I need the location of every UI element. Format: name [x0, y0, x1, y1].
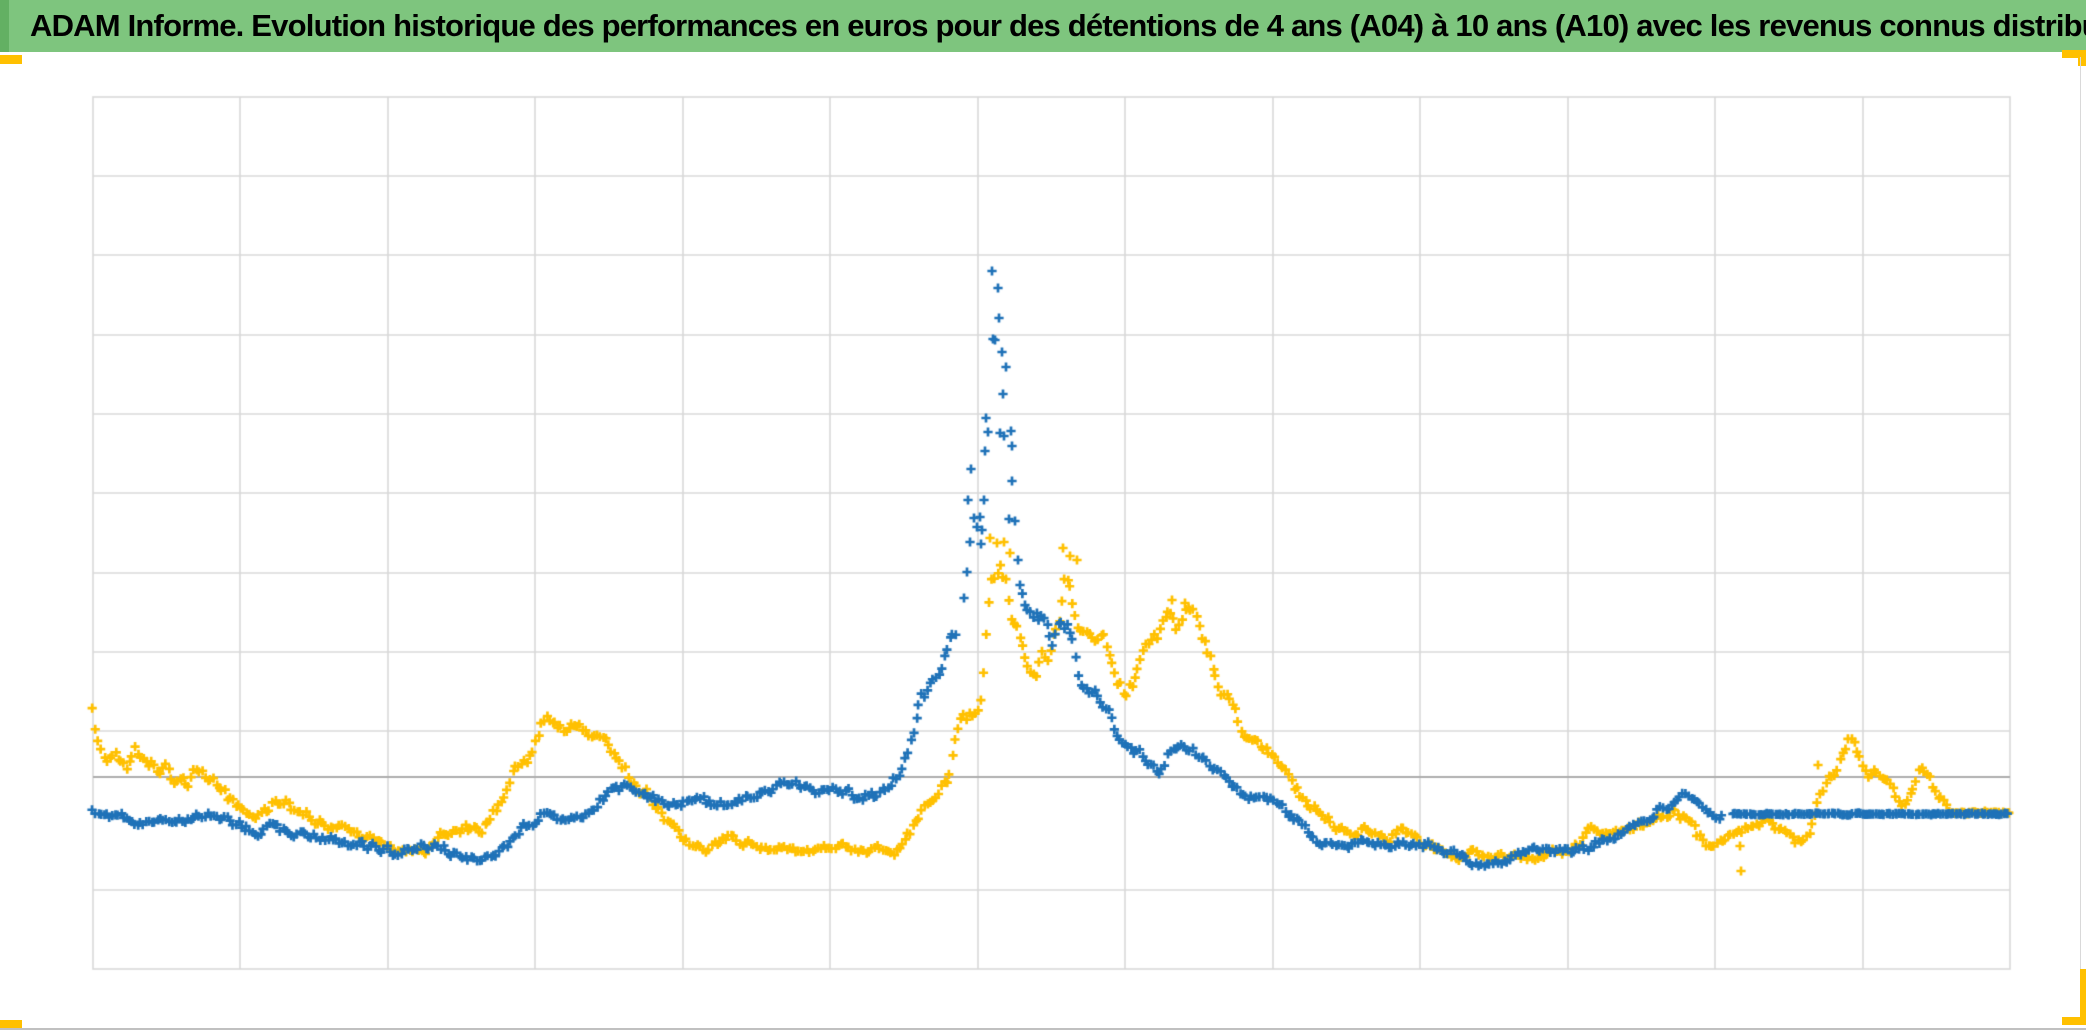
bottom-border-line [0, 1028, 2086, 1030]
accent-top-right-horizontal [2062, 50, 2086, 58]
page-title: ADAM Informe. Evolution historique des p… [30, 8, 2086, 43]
accent-bottom-right-vertical [2080, 969, 2086, 1025]
accent-top-left [0, 55, 22, 64]
accent-bottom-right-horizontal [2062, 1017, 2086, 1025]
accent-top-right-vertical [2078, 50, 2086, 66]
right-border-line [2080, 57, 2081, 969]
title-bar-left-edge [0, 0, 9, 52]
accent-bottom-left [0, 1020, 22, 1029]
title-bar: ADAM Informe. Evolution historique des p… [0, 0, 2086, 52]
